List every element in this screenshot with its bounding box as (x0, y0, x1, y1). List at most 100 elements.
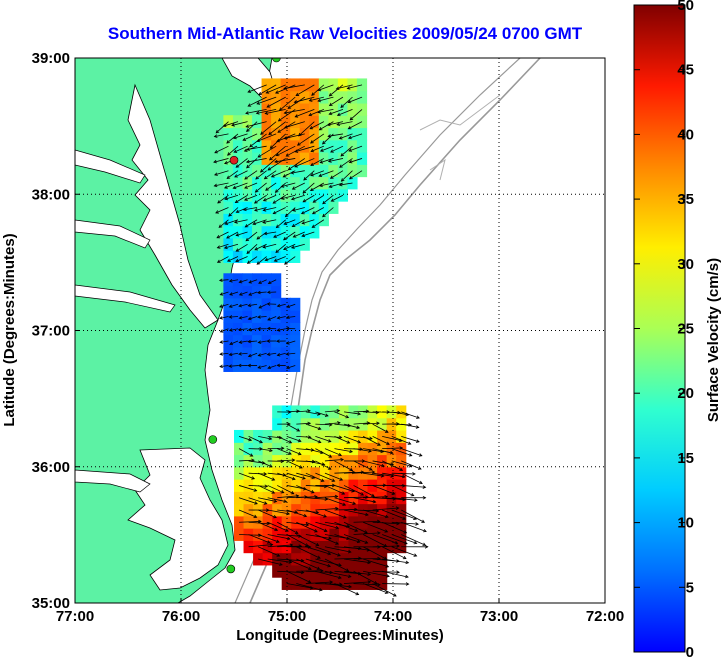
velocity-vector (343, 436, 361, 443)
velocity-vector-head (267, 365, 272, 370)
velocity-vector (353, 460, 373, 471)
velocity-vector-head (338, 452, 343, 457)
velocity-vector (297, 133, 315, 146)
velocity-cell (232, 310, 244, 323)
velocity-vector-head (292, 234, 297, 238)
velocity-vector-head (416, 415, 420, 419)
velocity-vector-head (257, 365, 262, 369)
velocity-vector (310, 158, 325, 166)
velocity-vector (324, 521, 350, 527)
velocity-vector (334, 557, 361, 560)
velocity-vector (305, 436, 321, 443)
velocity-vector (334, 436, 350, 444)
velocity-vector-head (245, 111, 249, 115)
velocity-vector-head (224, 160, 228, 165)
velocity-vector (305, 411, 321, 415)
velocity-vector-head (233, 220, 238, 224)
velocity-vector (305, 485, 327, 488)
velocity-vector (277, 521, 299, 534)
velocity-cell (377, 577, 388, 590)
colorbar-tick-label: 25 (677, 321, 694, 338)
velocity-vector-head (235, 209, 240, 213)
velocity-vector-head (234, 174, 238, 178)
velocity-vector-head (276, 315, 281, 320)
velocity-vector (309, 96, 324, 102)
velocity-vector-head (271, 477, 276, 481)
velocity-vector (246, 145, 267, 150)
velocity-vector (235, 256, 248, 262)
bay-tributary-1 (75, 149, 146, 184)
velocity-vector-head (285, 341, 290, 345)
velocity-vector (229, 303, 239, 308)
velocity-vector-head (338, 136, 343, 140)
velocity-vector (248, 485, 268, 487)
velocity-vector-head (276, 328, 281, 332)
velocity-vector (322, 194, 334, 205)
velocity-cell (280, 334, 291, 348)
velocity-vector (286, 352, 296, 355)
velocity-vector (220, 291, 229, 296)
velocity-vector-head (265, 187, 269, 191)
velocity-vector-head (219, 304, 223, 308)
velocity-cell (232, 237, 244, 251)
velocity-cell (232, 213, 244, 227)
velocity-vector-head (224, 221, 229, 226)
velocity-cell (280, 139, 291, 153)
velocity-vector (286, 365, 296, 369)
velocity-vector-head (268, 436, 273, 441)
velocity-vector-head (213, 159, 217, 164)
velocity-vector-head (321, 140, 326, 145)
velocity-vector (244, 194, 258, 201)
velocity-vector-head (349, 116, 354, 121)
velocity-vector-head (258, 305, 263, 309)
velocity-vector-head (292, 208, 296, 212)
velocity-vector (401, 485, 426, 488)
velocity-vector (267, 558, 292, 563)
velocity-vector-head (377, 545, 381, 549)
velocity-vector-head (347, 574, 352, 578)
velocity-vector-head (219, 329, 224, 333)
velocity-vector-head (213, 183, 218, 188)
radar-station-marker (226, 564, 236, 574)
velocity-vector (286, 436, 302, 442)
velocity-vector-head (399, 467, 404, 471)
colorbar-tick-label: 5 (686, 579, 694, 596)
velocity-vector-head (253, 488, 258, 492)
velocity-vector-head (402, 555, 407, 560)
velocity-vector-head (303, 177, 307, 181)
velocity-vector-head (264, 111, 269, 115)
velocity-vector (401, 534, 426, 546)
velocity-vector-head (327, 159, 332, 163)
velocity-vector (246, 121, 258, 132)
velocity-vector (328, 158, 344, 162)
velocity-vector (288, 158, 306, 171)
velocity-vector-head (401, 474, 406, 479)
velocity-vector (296, 558, 320, 570)
velocity-vector (318, 170, 334, 177)
velocity-vector-head (277, 129, 282, 133)
y-axis-ticks: 35:00 36:00 37:00 38:00 39:00 (32, 50, 80, 612)
velocity-vector-head (283, 499, 288, 503)
velocity-vector (286, 509, 307, 517)
velocity-vector (334, 583, 359, 595)
velocity-cell (280, 127, 291, 141)
velocity-vector-head (276, 339, 280, 343)
velocity-vector (233, 182, 248, 189)
velocity-vector (257, 546, 280, 557)
hf-radar-stations (208, 58, 281, 574)
velocity-vector-head (226, 235, 230, 239)
velocity-cell (243, 454, 254, 468)
velocity-vector (248, 316, 258, 320)
velocity-vector (258, 84, 277, 96)
velocity-vector-head (269, 145, 274, 149)
velocity-vector (281, 194, 296, 200)
velocity-cell (271, 164, 282, 178)
velocity-cell (243, 466, 254, 480)
velocity-vector-head (424, 545, 429, 549)
velocity-cell (309, 164, 320, 178)
velocity-vector-head (226, 258, 231, 262)
velocity-cell (280, 78, 291, 92)
velocity-vector (305, 581, 333, 584)
velocity-vector-head (294, 149, 299, 153)
velocity-vector-head (316, 566, 321, 570)
